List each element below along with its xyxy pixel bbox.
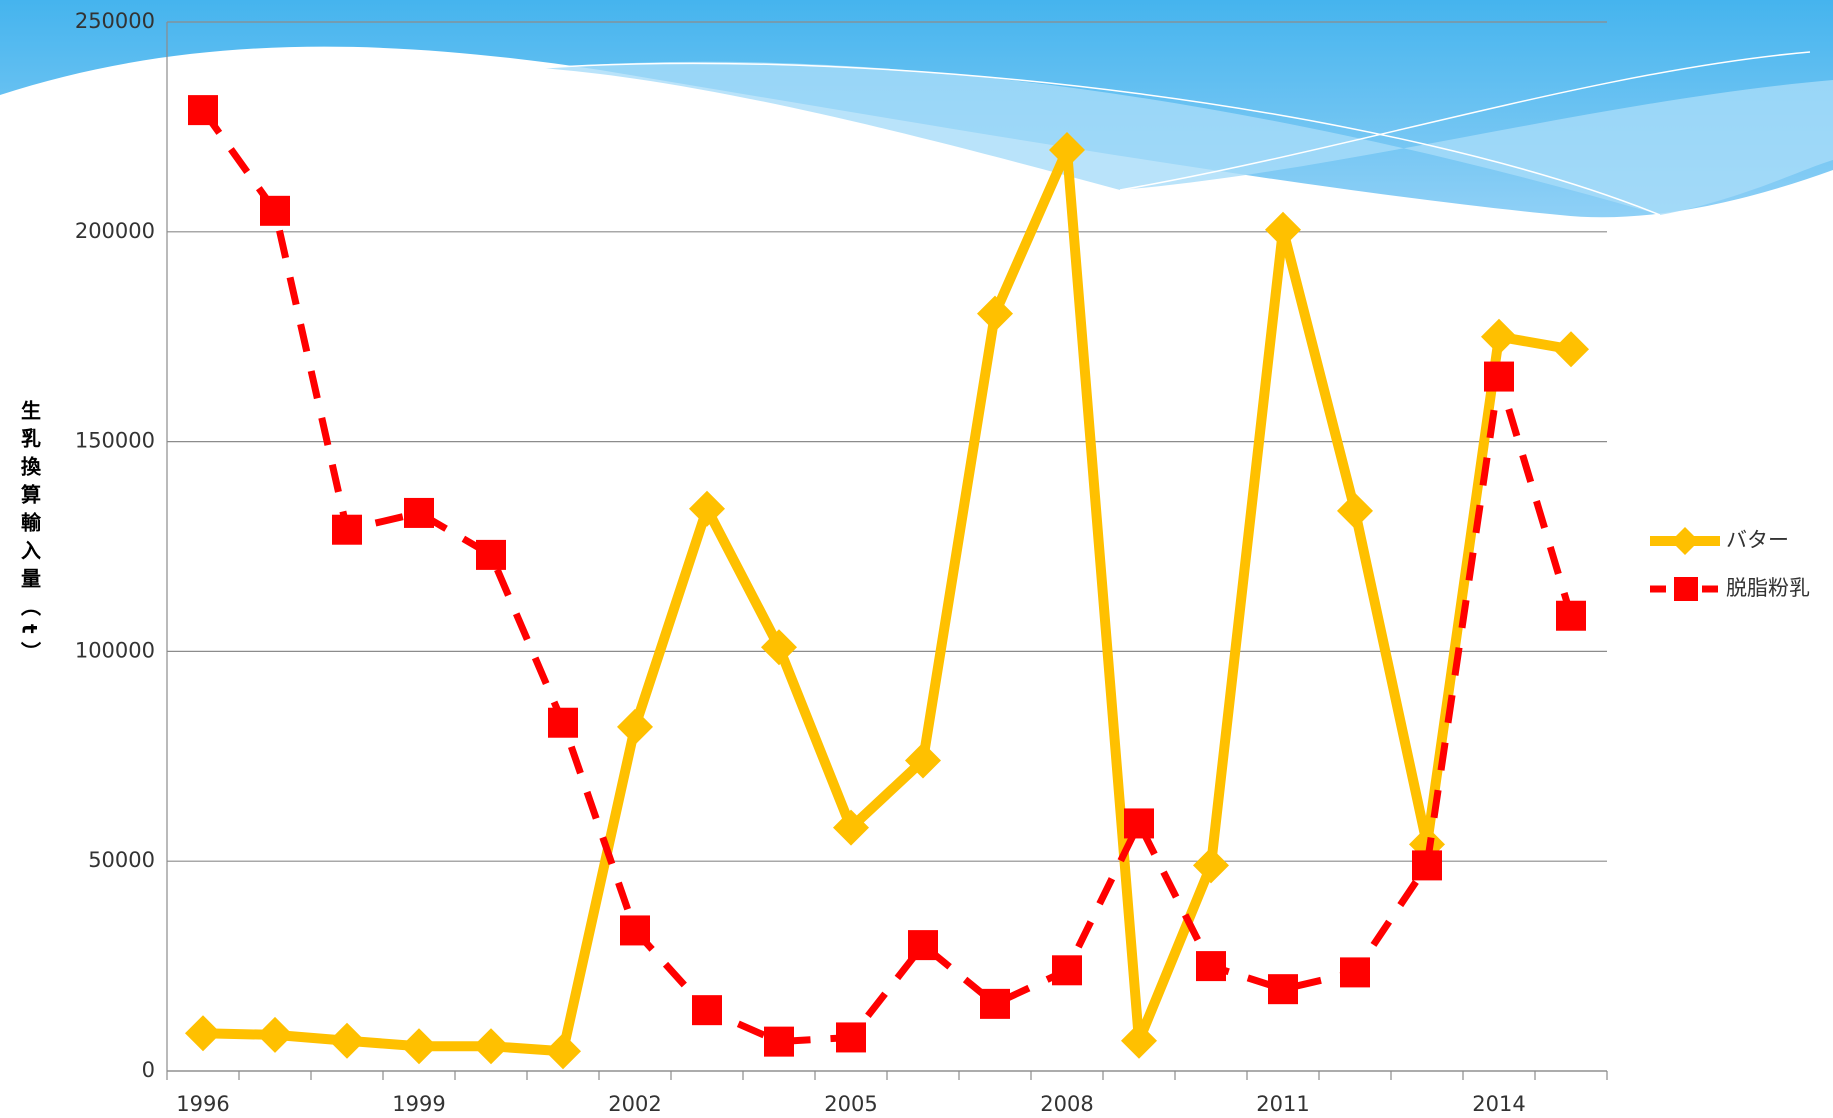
diamond-marker <box>1337 493 1373 529</box>
square-marker <box>404 498 434 528</box>
x-tick-label: 2005 <box>824 1092 877 1116</box>
diamond-marker <box>545 1033 581 1069</box>
square-marker <box>1340 957 1370 987</box>
series-line <box>203 150 1571 1051</box>
square-marker <box>476 540 506 570</box>
diamond-marker <box>1553 331 1589 367</box>
x-tick-label: 2011 <box>1256 1092 1309 1116</box>
y-tick-label: 150000 <box>75 429 155 453</box>
legend-marker <box>1674 577 1698 601</box>
background-wave <box>0 0 1833 217</box>
x-tick-label: 2014 <box>1472 1092 1525 1116</box>
diamond-marker <box>761 629 797 665</box>
y-tick-label: 200000 <box>75 219 155 243</box>
square-marker <box>620 915 650 945</box>
x-tick-label: 2008 <box>1040 1092 1093 1116</box>
y-tick-label: 50000 <box>88 848 155 872</box>
chart: 生乳換算輸入量（t） 0 50000 100000 150000 200000 25000… <box>0 0 1833 1118</box>
diamond-marker <box>1193 847 1229 883</box>
y-tick-label: 0 <box>142 1058 155 1082</box>
y-tick-label: 100000 <box>75 638 155 662</box>
diamond-marker <box>185 1015 221 1051</box>
diamond-marker <box>473 1028 509 1064</box>
diamond-marker <box>977 296 1013 332</box>
square-marker <box>692 995 722 1025</box>
square-marker <box>836 1022 866 1052</box>
diamond-marker <box>329 1023 365 1059</box>
square-marker <box>1052 955 1082 985</box>
diamond-marker <box>401 1028 437 1064</box>
x-tick-label: 2002 <box>608 1092 661 1116</box>
y-axis-label: 生乳換算輸入量（t） <box>18 400 42 670</box>
diamond-marker <box>1481 319 1517 355</box>
legend-label: 脱脂粉乳 <box>1726 576 1810 600</box>
x-tick-label: 1999 <box>392 1092 445 1116</box>
diamond-marker <box>1265 212 1301 248</box>
square-marker <box>1268 974 1298 1004</box>
diamond-marker <box>257 1017 293 1053</box>
square-marker <box>1196 951 1226 981</box>
square-marker <box>332 515 362 545</box>
diamond-marker <box>689 491 725 527</box>
square-marker <box>908 930 938 960</box>
square-marker <box>1124 808 1154 838</box>
square-marker <box>764 1027 794 1057</box>
square-marker <box>260 196 290 226</box>
legend-label: バター <box>1726 528 1789 552</box>
x-tick-label: 1996 <box>176 1092 229 1116</box>
square-marker <box>1556 601 1586 631</box>
diamond-marker <box>1121 1023 1157 1059</box>
y-tick-label: 250000 <box>75 9 155 33</box>
legend-marker <box>1671 527 1699 555</box>
diamond-marker <box>617 709 653 745</box>
square-marker <box>1412 850 1442 880</box>
square-marker <box>188 95 218 125</box>
square-marker <box>1484 362 1514 392</box>
square-marker <box>980 989 1010 1019</box>
square-marker <box>548 708 578 738</box>
